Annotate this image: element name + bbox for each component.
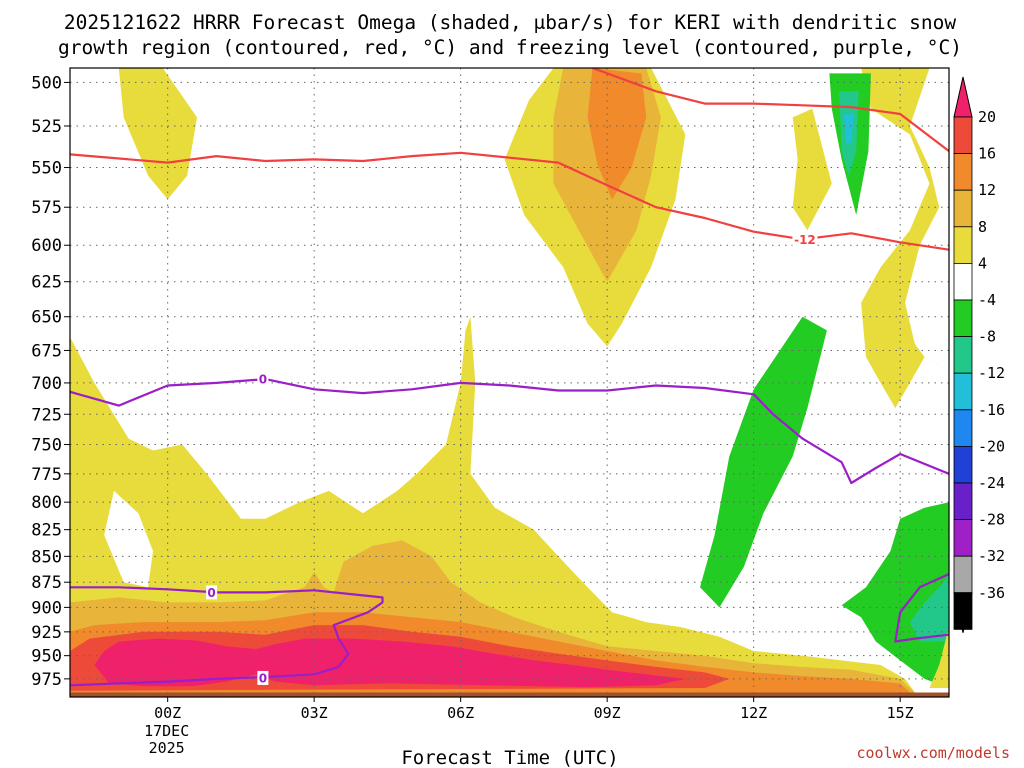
plot-area: -12 0 0 0	[69, 67, 950, 698]
colorbar-swatch-5	[953, 299, 973, 337]
colorbar-label-13: -36	[978, 584, 1005, 602]
y-tick-label-850: 850	[31, 547, 62, 567]
colorbar-swatch-10	[953, 482, 973, 520]
colorbar-label-8: -16	[978, 401, 1005, 419]
omega-region-0	[118, 68, 197, 200]
dgz-isotherm-label-0: -12	[794, 233, 816, 247]
omega-region-16	[94, 638, 686, 688]
omega-region-9	[844, 114, 854, 143]
colorbar-swatch-3	[953, 226, 973, 264]
grid-lines	[70, 68, 949, 697]
y-tick-label-875: 875	[31, 573, 62, 593]
x-axis-label: Forecast Time (UTC)	[401, 747, 618, 768]
colorbar-swatch-4	[953, 262, 973, 301]
x-tick-label-12: 12Z	[740, 704, 767, 722]
y-tick-label-750: 750	[31, 436, 62, 456]
omega-region-18	[909, 575, 949, 642]
colorbar-swatch-12	[953, 555, 973, 594]
colorbar-swatch-1	[953, 153, 973, 191]
freezing-level-label-bg-0	[257, 372, 269, 387]
colorbar-label-4: 4	[978, 254, 987, 272]
x-tick-sublabel-0-1: 2025	[149, 739, 185, 757]
surface-strip	[70, 692, 949, 697]
omega-region-10	[700, 316, 827, 608]
freezing-level-label-bg-1	[206, 585, 218, 600]
colorbar-swatch-6	[953, 336, 973, 374]
omega-region-3	[587, 68, 647, 200]
credit-text: coolwx.com/models	[856, 744, 1010, 762]
colorbar-label-6: -8	[978, 328, 996, 346]
colorbar-label-10: -24	[978, 474, 1005, 492]
y-tick-label-900: 900	[31, 598, 62, 618]
colorbar-swatch-9	[953, 445, 973, 484]
dgz-isotherm-line-1	[592, 68, 949, 152]
freezing-level-label-2: 0	[259, 671, 267, 685]
y-axis-ticks: 500 525 550 575 600 625 650 675 700 725 750 775 800 8…	[31, 73, 70, 690]
colorbar-swatch-7	[953, 372, 973, 411]
y-tick-label-725: 725	[31, 405, 62, 425]
y-tick-label-575: 575	[31, 198, 62, 218]
omega-region-19	[929, 627, 949, 688]
dgz-isotherm-label-bg-0	[792, 232, 818, 247]
omega-region-4	[792, 108, 832, 231]
colorbar-label-9: -20	[978, 437, 1005, 455]
colorbar-top-triangle	[953, 76, 973, 118]
y-tick-label-500: 500	[31, 73, 62, 93]
y-tick-label-925: 925	[31, 623, 62, 643]
contour-labels: -12 0 0 0	[206, 232, 818, 685]
colorbar-swatch-0	[953, 116, 973, 154]
x-tick-label-0: 00Z	[154, 704, 181, 722]
omega-region-12	[104, 490, 153, 588]
y-tick-label-650: 650	[31, 308, 62, 328]
colorbar-label-0: 20	[978, 108, 996, 126]
colorbar-label-2: 12	[978, 181, 996, 199]
colorbar-swatch-2	[953, 189, 973, 228]
colorbar-label-3: 8	[978, 218, 987, 236]
x-tick-label-3: 03Z	[301, 704, 328, 722]
omega-region-17	[841, 502, 949, 688]
omega-shading	[70, 68, 949, 693]
y-tick-label-625: 625	[31, 273, 62, 293]
y-tick-label-600: 600	[31, 236, 62, 256]
colorbar-bottom-triangle	[953, 592, 973, 633]
freezing-level-line-2	[894, 572, 949, 643]
y-tick-label-700: 700	[31, 374, 62, 394]
y-tick-label-675: 675	[31, 341, 62, 361]
colorbar-label-1: 16	[978, 145, 996, 163]
x-tick-label-6: 06Z	[447, 704, 474, 722]
chart-title-line1: 2025121622 HRRR Forecast Omega (shaded, …	[64, 11, 956, 34]
y-tick-label-825: 825	[31, 521, 62, 541]
colorbar-label-12: -32	[978, 547, 1005, 565]
freezing-level-label-1: 0	[207, 586, 215, 600]
y-tick-label-950: 950	[31, 647, 62, 667]
colorbar-swatch-8	[953, 409, 973, 447]
y-tick-label-550: 550	[31, 159, 62, 179]
colorbar-swatch-11	[953, 519, 973, 557]
x-tick-label-9: 09Z	[594, 704, 621, 722]
freezing-level-line-1	[70, 586, 384, 687]
x-tick-sublabel-0-0: 17DEC	[144, 722, 189, 740]
y-tick-label-800: 800	[31, 493, 62, 513]
ground-surface	[70, 692, 949, 697]
freezing-level-label-0: 0	[259, 373, 267, 387]
freezing-level-label-bg-2	[257, 670, 269, 685]
y-tick-label-525: 525	[31, 117, 62, 137]
y-tick-label-975: 975	[31, 670, 62, 690]
colorbar: 20 16 12 8 4 -4 -8 -12 -16 -20 -24 -28 -32 -36	[953, 76, 1005, 633]
x-tick-label-15: 15Z	[887, 704, 914, 722]
chart-title-line2: growth region (contoured, red, °C) and f…	[58, 36, 962, 59]
colorbar-label-7: -12	[978, 364, 1005, 382]
colorbar-label-5: -4	[978, 291, 996, 309]
freezing-level-line-0	[70, 378, 949, 485]
y-tick-label-775: 775	[31, 465, 62, 485]
colorbar-label-11: -28	[978, 511, 1005, 529]
